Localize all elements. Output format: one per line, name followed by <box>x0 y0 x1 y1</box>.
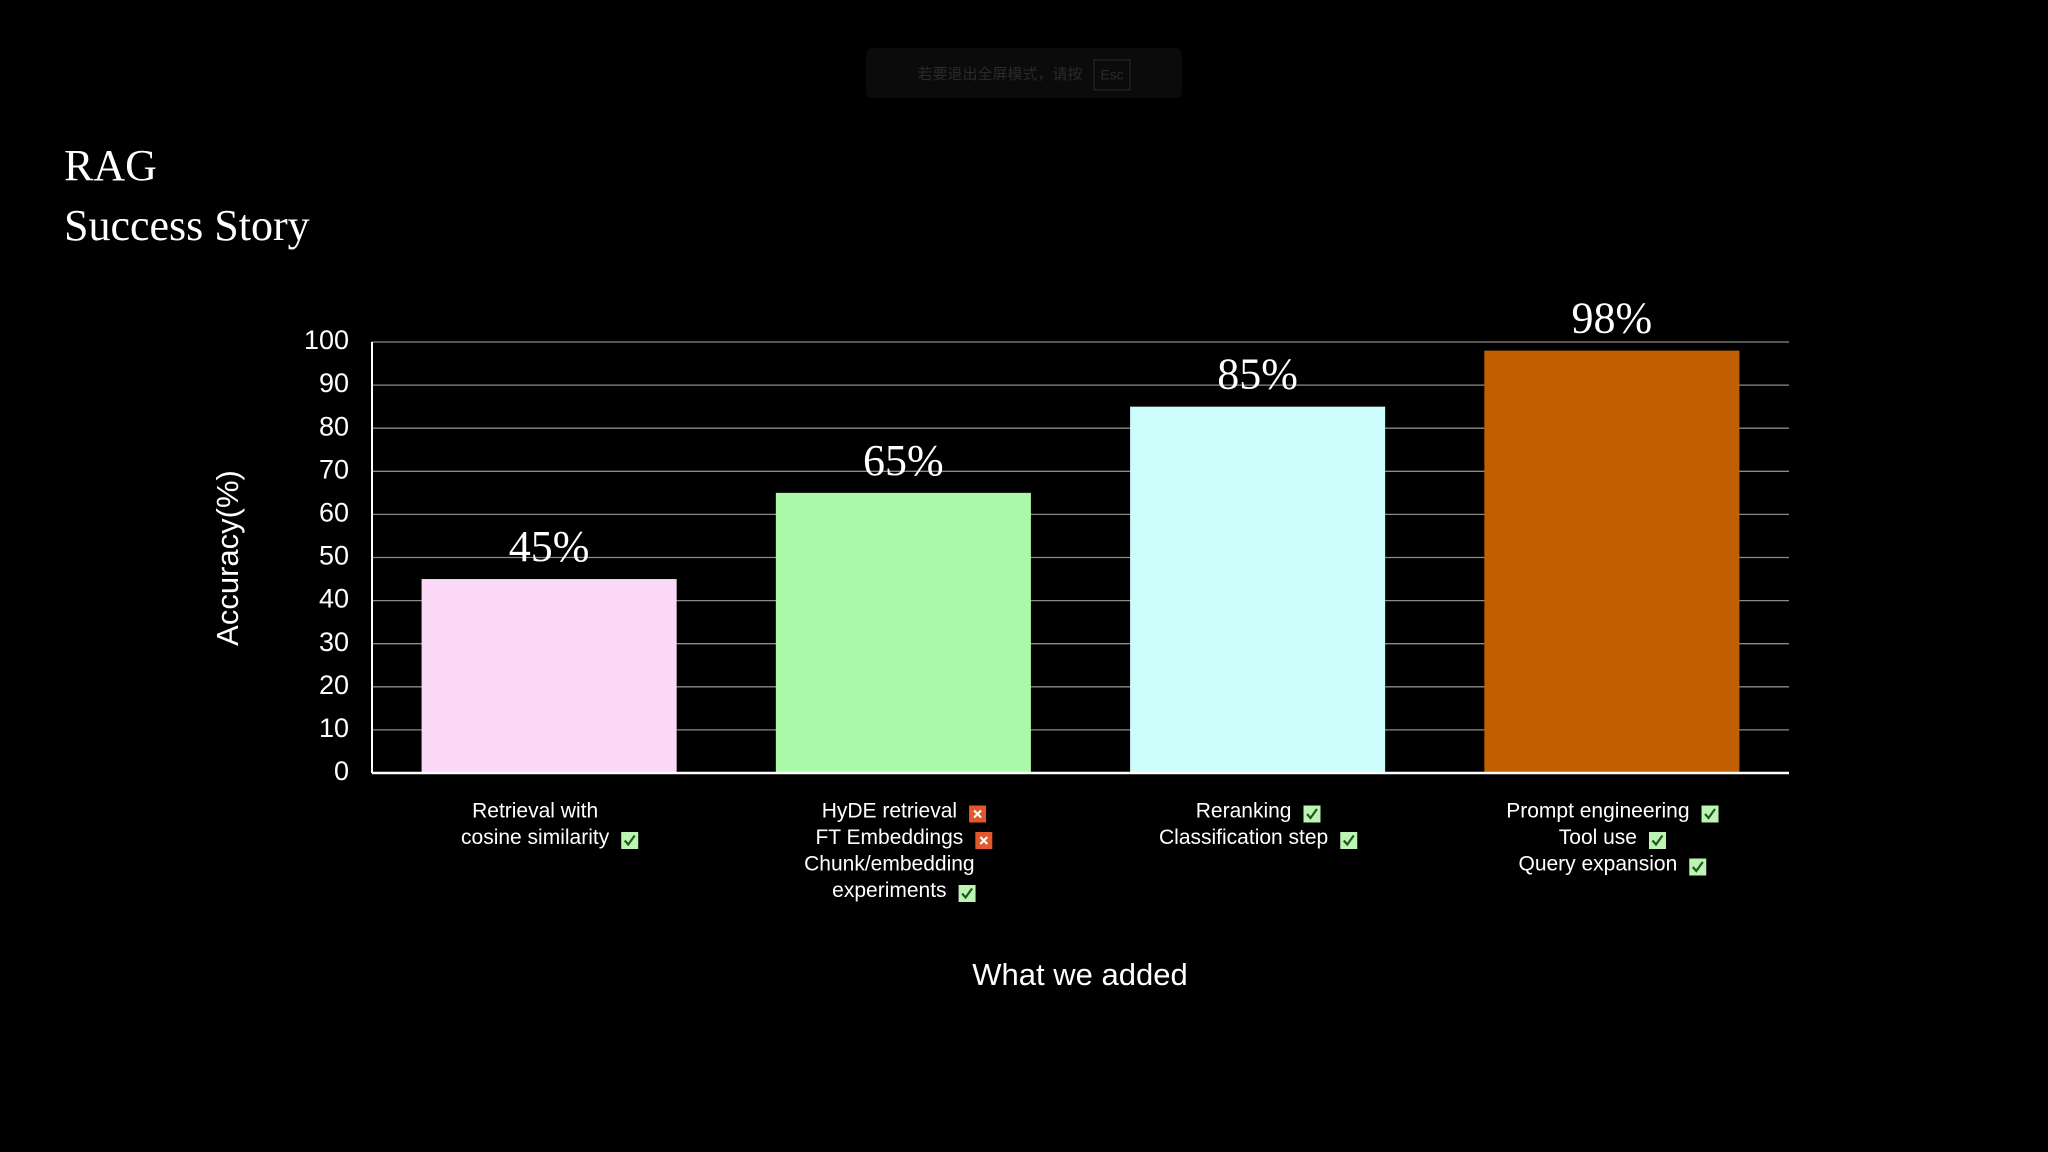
status-icon <box>1340 832 1358 849</box>
overlay-key: Esc <box>1100 67 1123 83</box>
check-box <box>1303 805 1321 823</box>
y-tick-label: 0 <box>334 756 349 786</box>
cross-mark <box>979 836 989 845</box>
overlay-key-box <box>1093 59 1131 91</box>
x-tick-label: Reranking <box>1196 800 1292 823</box>
x-axis-label: What we added <box>972 957 1187 992</box>
status-icon <box>1303 805 1321 823</box>
overlay-notice: 若要退出全屏模式，请按 <box>917 65 1082 83</box>
check-mark <box>1342 834 1355 847</box>
x-tick-label: Classification step <box>1159 826 1328 849</box>
x-tick-label: HyDE retrieval <box>822 800 957 823</box>
chart-title: RAG <box>64 141 157 190</box>
check-box <box>1648 832 1666 849</box>
check-box <box>958 885 976 902</box>
x-tick-label: Retrieval with <box>472 800 598 823</box>
cross-mark <box>973 809 982 819</box>
check-box <box>1689 858 1707 876</box>
status-icon <box>621 832 639 849</box>
y-tick-label: 20 <box>319 670 349 700</box>
bar <box>775 492 1031 773</box>
y-tick-label: 40 <box>319 584 349 614</box>
check-mark <box>623 834 636 847</box>
x-tick-label: Chunk/embedding <box>804 853 974 876</box>
bar <box>1130 406 1386 773</box>
status-icon <box>969 805 987 823</box>
check-box <box>1701 805 1719 823</box>
check-mark <box>961 887 973 900</box>
y-tick-label: 70 <box>319 454 349 484</box>
value-label: 85% <box>1217 350 1298 399</box>
check-box <box>1340 832 1358 849</box>
y-tick-label: 80 <box>319 411 349 441</box>
x-tick-label: experiments <box>832 879 946 902</box>
bar <box>1484 350 1740 773</box>
y-tick-label: 10 <box>319 713 349 743</box>
value-label: 45% <box>509 522 590 571</box>
value-label: 65% <box>863 436 944 485</box>
y-tick-label: 90 <box>319 368 349 398</box>
x-tick-label: Tool use <box>1559 826 1637 849</box>
check-mark <box>1651 834 1664 847</box>
x-tick-label: Prompt engineering <box>1506 800 1689 823</box>
x-tick-label: Query expansion <box>1518 853 1677 876</box>
value-label: 98% <box>1572 294 1653 343</box>
chart-subtitle: Success Story <box>64 201 310 250</box>
status-icon <box>958 885 976 902</box>
status-icon <box>1689 858 1707 876</box>
check-mark <box>1306 808 1318 820</box>
check-box <box>621 832 639 849</box>
status-icon <box>975 832 993 849</box>
status-icon <box>1648 832 1666 849</box>
y-tick-label: 30 <box>319 627 349 657</box>
bar <box>421 579 677 773</box>
y-axis-label: Accuracy(%) <box>210 470 245 646</box>
x-tick-label: FT Embeddings <box>815 826 963 849</box>
check-mark <box>1691 861 1704 873</box>
check-mark <box>1704 808 1716 820</box>
y-tick-label: 50 <box>319 541 349 571</box>
y-tick-label: 60 <box>319 498 349 528</box>
status-icon <box>1701 805 1719 823</box>
x-tick-label: cosine similarity <box>461 826 610 849</box>
y-tick-label: 100 <box>304 325 349 355</box>
